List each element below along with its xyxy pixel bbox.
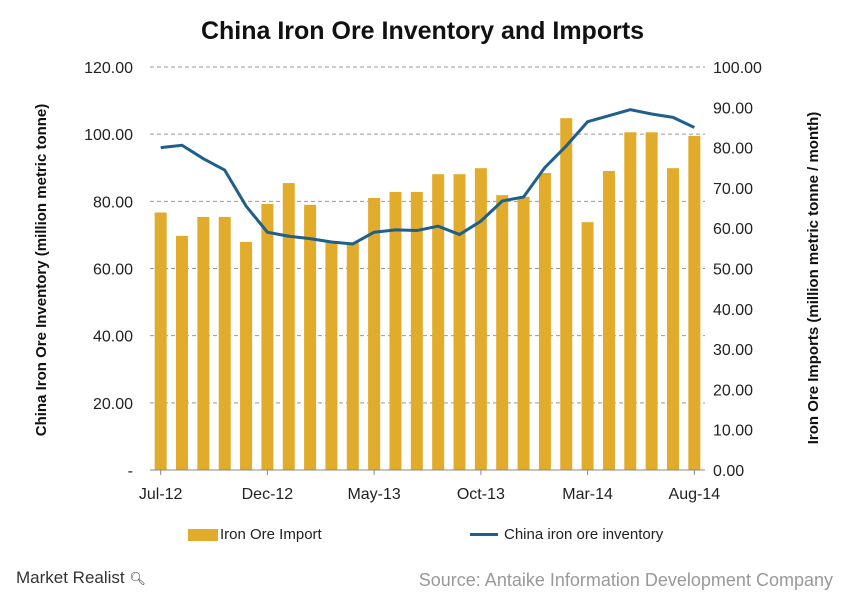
bar-Jul-14 <box>666 168 679 470</box>
left-tick-label: 20.00 <box>93 396 133 413</box>
left-tick-label: 60.00 <box>93 262 133 279</box>
x-tick-label: Oct-13 <box>457 486 505 503</box>
bar-Jul-12 <box>154 212 167 470</box>
right-tick-label: 30.00 <box>713 342 753 359</box>
bar-Jan-13 <box>282 183 295 470</box>
bar-Mar-14 <box>581 222 594 470</box>
bar-Aug-12 <box>176 235 189 470</box>
bar-Jun-13 <box>389 191 402 470</box>
left-tick-label: 100.00 <box>84 127 133 144</box>
x-tick-label: Dec-12 <box>242 486 294 503</box>
bar-Nov-12 <box>240 241 253 470</box>
left-tick-label: - <box>128 463 133 480</box>
magnifier-icon: 🔍︎ <box>129 571 146 586</box>
bar-Apr-13 <box>346 242 359 470</box>
x-tick-label: Aug-14 <box>669 486 721 503</box>
left-tick-label: 40.00 <box>93 329 133 346</box>
bar-Sep-13 <box>453 174 466 470</box>
legend-item-inventory: China iron ore inventory <box>470 526 663 543</box>
legend-swatch-bar <box>188 528 218 541</box>
right-tick-label: 40.00 <box>713 302 753 319</box>
left-tick-label: 120.00 <box>84 60 133 77</box>
legend-label: Iron Ore Import <box>220 526 322 543</box>
right-tick-label: 10.00 <box>713 423 753 440</box>
bar-Dec-13 <box>517 196 530 471</box>
bar-Oct-13 <box>474 168 487 470</box>
bar-Mar-13 <box>325 242 338 470</box>
x-tick-label: May-13 <box>347 486 400 503</box>
bar-Jan-14 <box>538 172 551 470</box>
legend-swatch-line <box>470 533 498 536</box>
bar-Oct-12 <box>218 216 231 470</box>
x-tick-label: Mar-14 <box>562 486 613 503</box>
left-tick-label: 80.00 <box>93 194 133 211</box>
x-tick-label: Jul-12 <box>139 486 183 503</box>
right-tick-label: 100.00 <box>713 60 762 77</box>
right-tick-label: 90.00 <box>713 100 753 117</box>
bar-Feb-13 <box>304 204 317 471</box>
bar-May-13 <box>368 197 381 470</box>
right-tick-label: 0.00 <box>713 463 744 480</box>
source-note: Source: Antaike Information Development … <box>418 570 833 590</box>
right-tick-label: 50.00 <box>713 262 753 279</box>
right-tick-label: 70.00 <box>713 181 753 198</box>
legend-item-import: Iron Ore Import <box>188 526 322 543</box>
brand-logo: Market Realist 🔍︎ <box>16 568 146 587</box>
left-axis-title: China Iron Ore Inventory (million metric… <box>33 104 50 437</box>
right-tick-label: 20.00 <box>713 382 753 399</box>
bar-Jun-14 <box>645 132 658 470</box>
legend-label: China iron ore inventory <box>504 526 664 543</box>
bar-May-14 <box>624 132 637 470</box>
right-axis-title: Iron Ore Imports (million metric tonne /… <box>805 112 822 445</box>
bar-Nov-13 <box>496 195 509 471</box>
bar-Apr-14 <box>602 170 615 470</box>
bar-Dec-12 <box>261 204 274 470</box>
bar-Feb-14 <box>560 118 573 470</box>
bar-Aug-13 <box>432 174 445 470</box>
bar-Sep-12 <box>197 216 210 470</box>
bar-Jul-13 <box>410 191 423 470</box>
bar-Aug-14 <box>688 135 701 470</box>
right-tick-label: 60.00 <box>713 221 753 238</box>
inventory-line <box>160 108 695 246</box>
chart-title: China Iron Ore Inventory and Imports <box>200 17 645 45</box>
right-tick-label: 80.00 <box>713 141 753 158</box>
